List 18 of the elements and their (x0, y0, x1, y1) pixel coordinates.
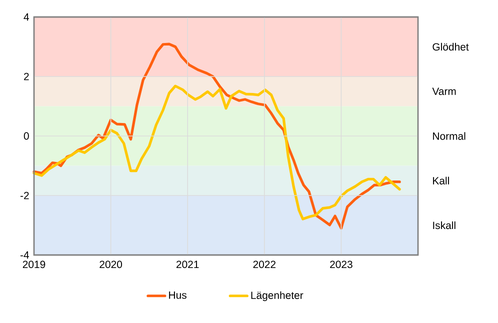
x-tick-label: 2023 (330, 260, 352, 268)
line-series (32, 42, 401, 230)
band-label: Glödhet (432, 42, 469, 51)
band-label: Normal (433, 132, 466, 140)
y-tick-label: 2 (24, 72, 29, 80)
legend-label: Lägenheter (251, 291, 304, 302)
legend-label: Hus (169, 292, 186, 299)
x-tick-label: 2020 (100, 260, 122, 268)
y-tick-label: -2 (20, 192, 29, 200)
band-label: Varm (432, 88, 456, 96)
x-tick-label: 2022 (253, 260, 276, 268)
y-tick-label: 0 (24, 132, 29, 140)
y-tick-label: 4 (24, 13, 29, 21)
x-tick-label: 2021 (176, 260, 199, 268)
y-tick-label: -4 (20, 251, 29, 259)
band-label: Kall (433, 176, 449, 184)
band-label: Iskall (433, 221, 456, 230)
x-tick-label: 2019 (22, 260, 46, 268)
